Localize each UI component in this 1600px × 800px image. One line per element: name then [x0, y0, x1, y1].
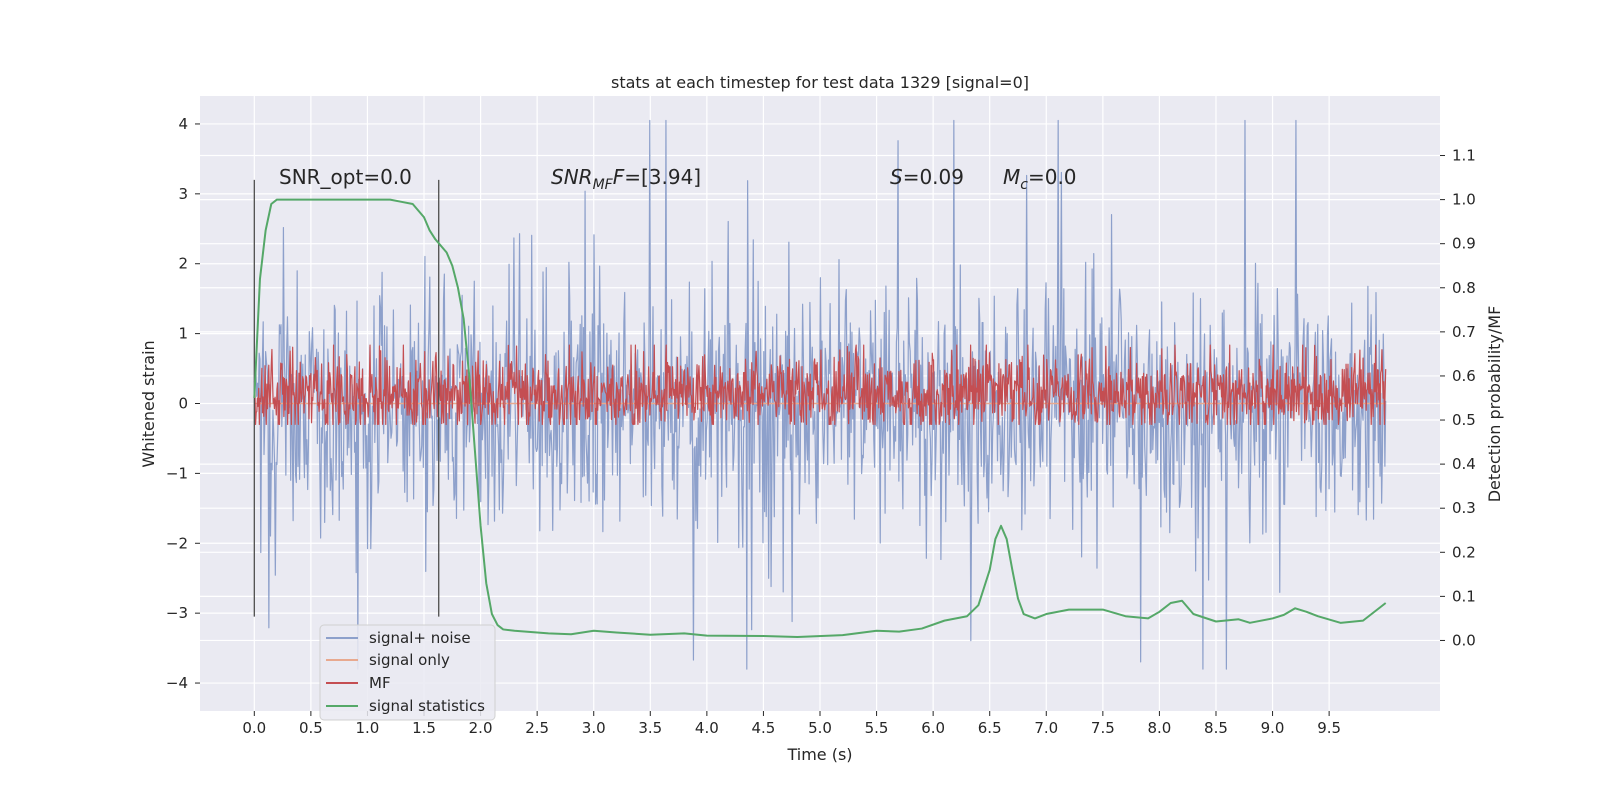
annotation-mc-main: M — [1003, 165, 1020, 189]
y-right-tick-label: 0.5 — [1452, 411, 1476, 429]
x-axis-ticks: 0.0 0.5 1.0 1.5 2.0 2.5 3.0 3.5 4.0 4.5 5.0 5.5 6.0 6… — [242, 711, 1341, 737]
y-left-tick-label: −4 — [166, 674, 188, 692]
annotation-mc-sub: c — [1020, 177, 1028, 193]
y-right-tick-label: 1.1 — [1452, 147, 1476, 165]
x-tick-label: 0.5 — [299, 719, 323, 737]
annotation-mc: Mc=0.0 — [1003, 165, 1077, 193]
y-right-tick-label: 0.0 — [1452, 631, 1476, 649]
y-left-tick-label: −2 — [166, 534, 188, 552]
x-tick-label: 8.5 — [1204, 719, 1228, 737]
annotation-s-value: =0.09 — [903, 165, 964, 189]
annotation-snr-mf: SNRMFF=[3.94] — [551, 165, 701, 193]
y-left-tick-label: 2 — [178, 255, 188, 273]
y-left-tick-label: 1 — [178, 325, 188, 343]
x-tick-label: 7.5 — [1091, 719, 1115, 737]
y-right-tick-label: 0.4 — [1452, 455, 1476, 473]
legend-label-signal-statistics: signal statistics — [369, 697, 485, 715]
y-right-tick-label: 0.3 — [1452, 499, 1476, 517]
signal-statistics-line — [253, 198, 1387, 638]
y-right-tick-label: 0.8 — [1452, 279, 1476, 297]
annotation-snr-mf-sub: MF — [593, 177, 614, 193]
annotation-s-main: S — [890, 165, 903, 189]
y-right-tick-label: 0.7 — [1452, 323, 1476, 341]
series-mf — [253, 344, 1387, 426]
legend-label-signal-noise: signal+ noise — [369, 629, 471, 647]
series-signal-statistics — [253, 198, 1387, 638]
y-left-tick-label: −3 — [166, 604, 188, 622]
x-tick-label: 9.5 — [1317, 719, 1341, 737]
x-tick-label: 3.0 — [582, 719, 606, 737]
x-tick-label: 8.0 — [1147, 719, 1171, 737]
x-tick-label: 1.5 — [412, 719, 436, 737]
y-right-tick-label: 0.6 — [1452, 367, 1476, 385]
x-tick-label: 1.0 — [356, 719, 380, 737]
annotation-snr-mf-main: SNR — [551, 165, 593, 189]
y-axis-left-label: Whitened strain — [139, 340, 158, 467]
annotation-snr-mf-value: =[3.94] — [624, 165, 701, 189]
vertical-markers — [253, 179, 440, 617]
x-tick-label: 7.0 — [1034, 719, 1058, 737]
chart-title: stats at each timestep for test data 132… — [611, 73, 1029, 92]
x-tick-label: 6.5 — [978, 719, 1002, 737]
legend-label-mf: MF — [369, 674, 391, 692]
x-axis-label: Time (s) — [786, 745, 852, 764]
x-tick-label: 5.0 — [808, 719, 832, 737]
legend-box — [319, 624, 496, 721]
y-right-tick-label: 1.0 — [1452, 191, 1476, 209]
y-axis-left-ticks: −4 −3 −2 −1 0 1 2 3 4 — [166, 115, 200, 692]
y-axis-right-label: Detection probability/MF — [1485, 306, 1504, 503]
annotation-mc-value: =0.0 — [1028, 165, 1077, 189]
x-tick-label: 4.0 — [695, 719, 719, 737]
y-right-tick-label: 0.2 — [1452, 543, 1476, 561]
y-right-tick-label: 0.1 — [1452, 587, 1476, 605]
y-left-tick-label: 0 — [178, 395, 188, 413]
x-tick-label: 0.0 — [242, 719, 266, 737]
y-left-tick-label: 3 — [178, 185, 188, 203]
x-tick-label: 3.5 — [638, 719, 662, 737]
x-tick-label: 9.0 — [1261, 719, 1285, 737]
y-right-tick-label: 0.9 — [1452, 235, 1476, 253]
y-left-tick-label: −1 — [166, 464, 188, 482]
legend-label-signal-only: signal only — [369, 651, 450, 669]
y-left-tick-label: 4 — [178, 115, 188, 133]
annotation-snr-mf-f: F — [613, 165, 625, 189]
x-tick-label: 5.5 — [865, 719, 889, 737]
legend: signal+ noise signal only MF signal stat… — [319, 624, 496, 721]
x-tick-label: 2.0 — [469, 719, 493, 737]
x-tick-label: 6.0 — [921, 719, 945, 737]
x-tick-label: 2.5 — [525, 719, 549, 737]
annotation-s: S=0.09 — [890, 165, 964, 189]
annotation-snr-opt: SNR_opt=0.0 — [279, 165, 412, 189]
mf-line — [253, 344, 1387, 426]
x-tick-label: 4.5 — [752, 719, 776, 737]
y-axis-right-ticks: 0.0 0.1 0.2 0.3 0.4 0.5 0.6 0.7 0.8 0.9 1.0 1.1 — [1440, 147, 1476, 649]
